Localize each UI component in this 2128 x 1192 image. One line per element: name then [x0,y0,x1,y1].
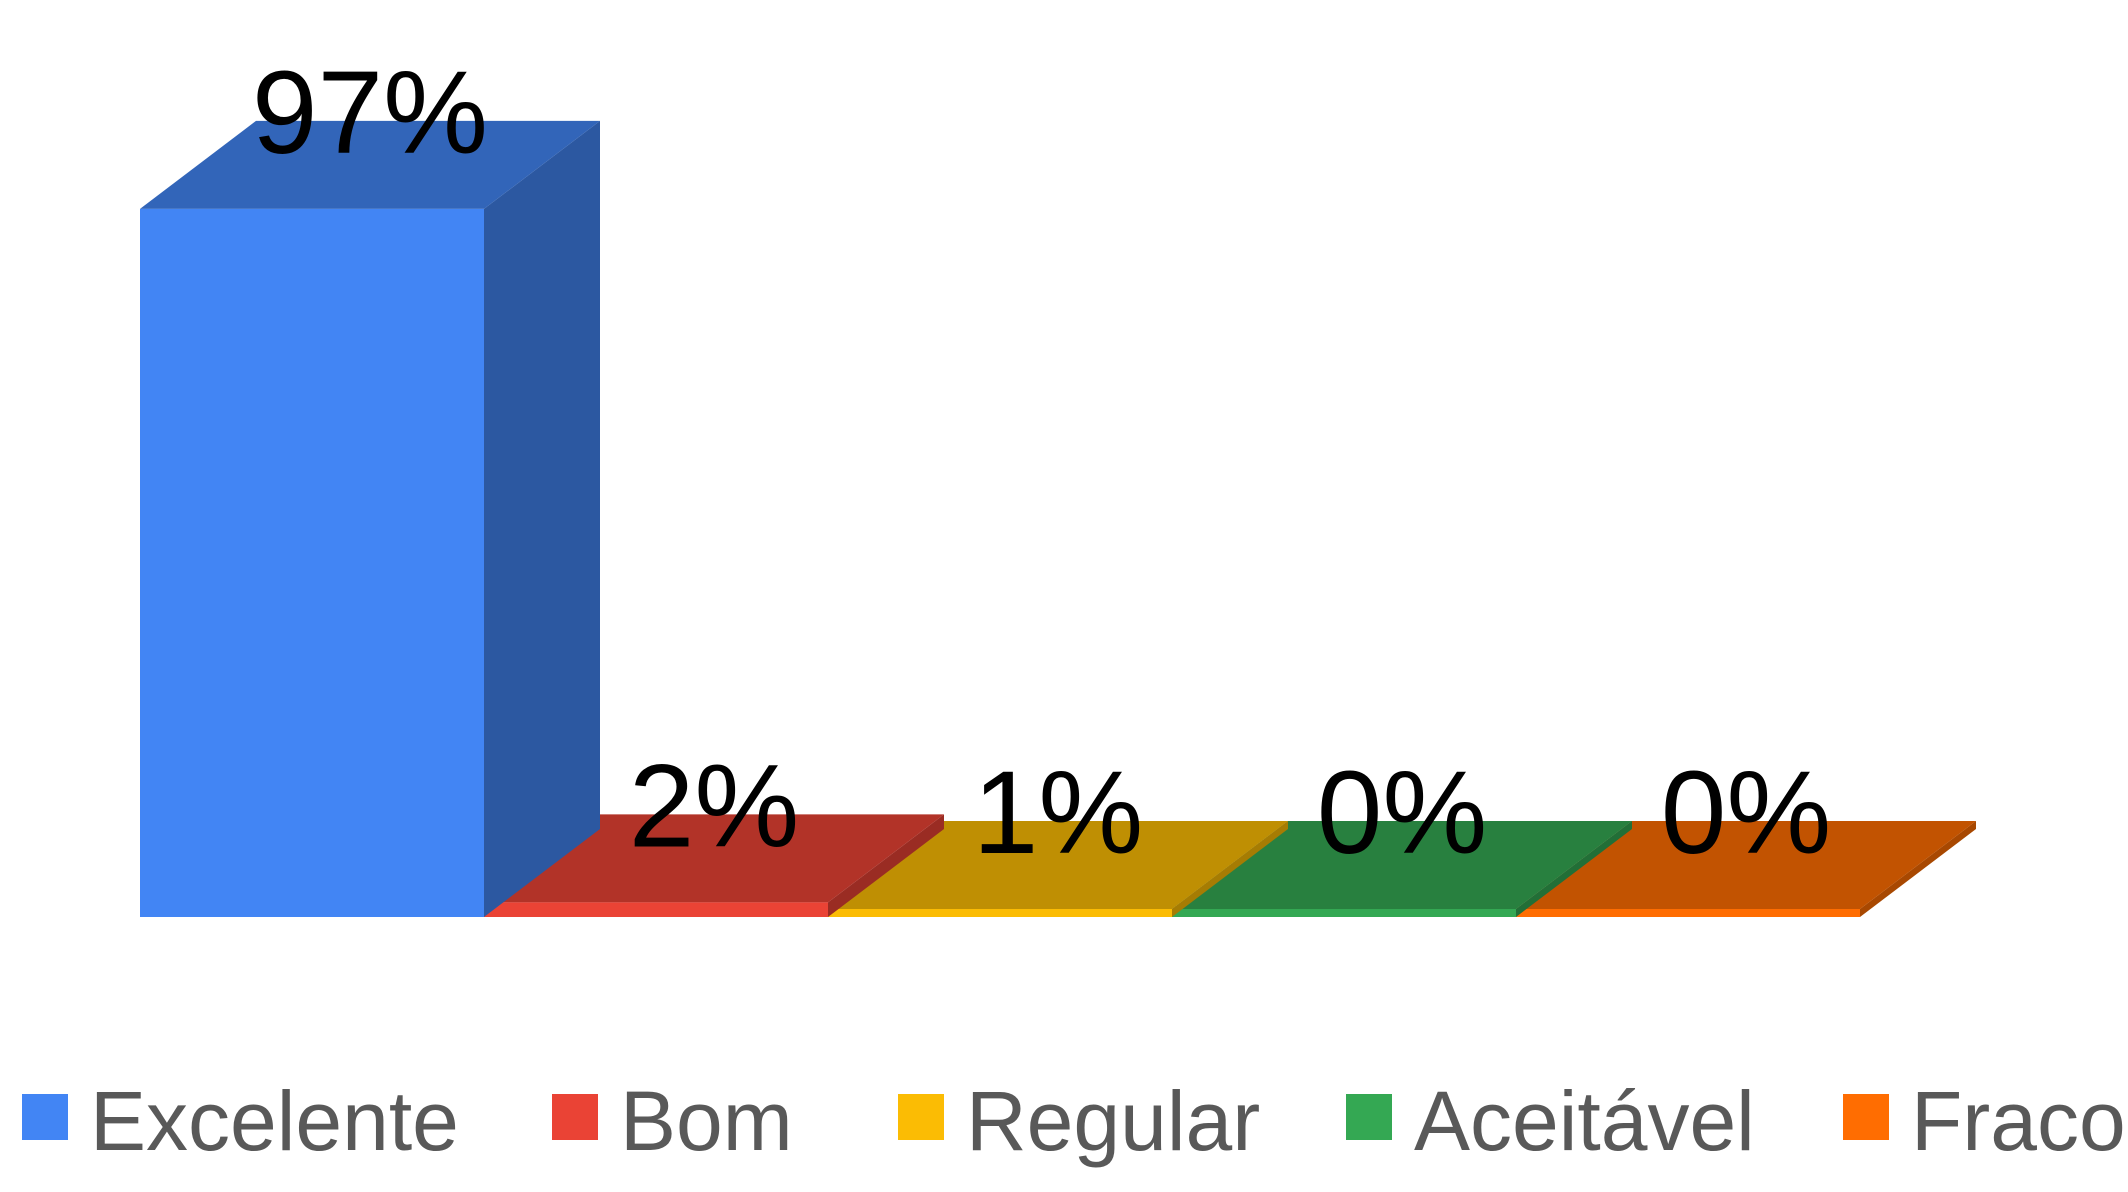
data-label-excelente: 97% [252,47,488,179]
bar-top-bom [484,814,944,903]
bar-front-excelente [140,208,484,917]
legend-item-aceitavel: Aceitável [1346,1074,1755,1168]
bar-side-excelente [484,120,600,917]
legend-swatch-excelente [22,1094,68,1140]
bar-front-bom [484,902,828,917]
bar-top-excelente [140,120,600,209]
legend-swatch-regular [898,1094,944,1140]
bar-fraco [1516,821,1976,917]
bar-bom [484,814,944,917]
legend-item-excelente: Excelente [22,1074,459,1168]
legend: Excelente Bom Regular Aceitável Fraco [22,1074,2126,1168]
bar-top-fraco [1516,821,1976,909]
legend-label-regular: Regular [966,1074,1260,1168]
bar-side-bom [828,814,944,917]
data-label-aceitavel: 0% [1317,747,1488,879]
legend-swatch-bom [552,1094,598,1140]
data-label-regular: 1% [973,747,1144,879]
bar-excelente [140,120,600,917]
bar-side-aceitavel [1516,821,1632,917]
bar-front-aceitavel [1172,909,1516,917]
bar-aceitavel [1172,821,1632,917]
legend-item-bom: Bom [552,1074,793,1168]
data-label-fraco: 0% [1661,747,1832,879]
bar-side-fraco [1860,821,1976,917]
bar-side-regular [1172,821,1288,917]
bar-regular [828,821,1288,917]
legend-swatch-aceitavel [1346,1094,1392,1140]
legend-label-excelente: Excelente [90,1074,459,1168]
legend-label-bom: Bom [620,1074,793,1168]
legend-item-regular: Regular [898,1074,1260,1168]
bar-front-fraco [1516,909,1860,917]
legend-item-fraco: Fraco [1843,1074,2126,1168]
chart-bars [140,120,1976,917]
bar-front-regular [828,909,1172,917]
bar-top-regular [828,821,1288,909]
legend-label-aceitavel: Aceitável [1414,1074,1755,1168]
data-label-bom: 2% [629,740,800,872]
bar-top-aceitavel [1172,821,1632,909]
data-labels: 97% 2% 1% 0% 0% [252,47,1831,879]
legend-swatch-fraco [1843,1094,1889,1140]
legend-label-fraco: Fraco [1911,1074,2126,1168]
